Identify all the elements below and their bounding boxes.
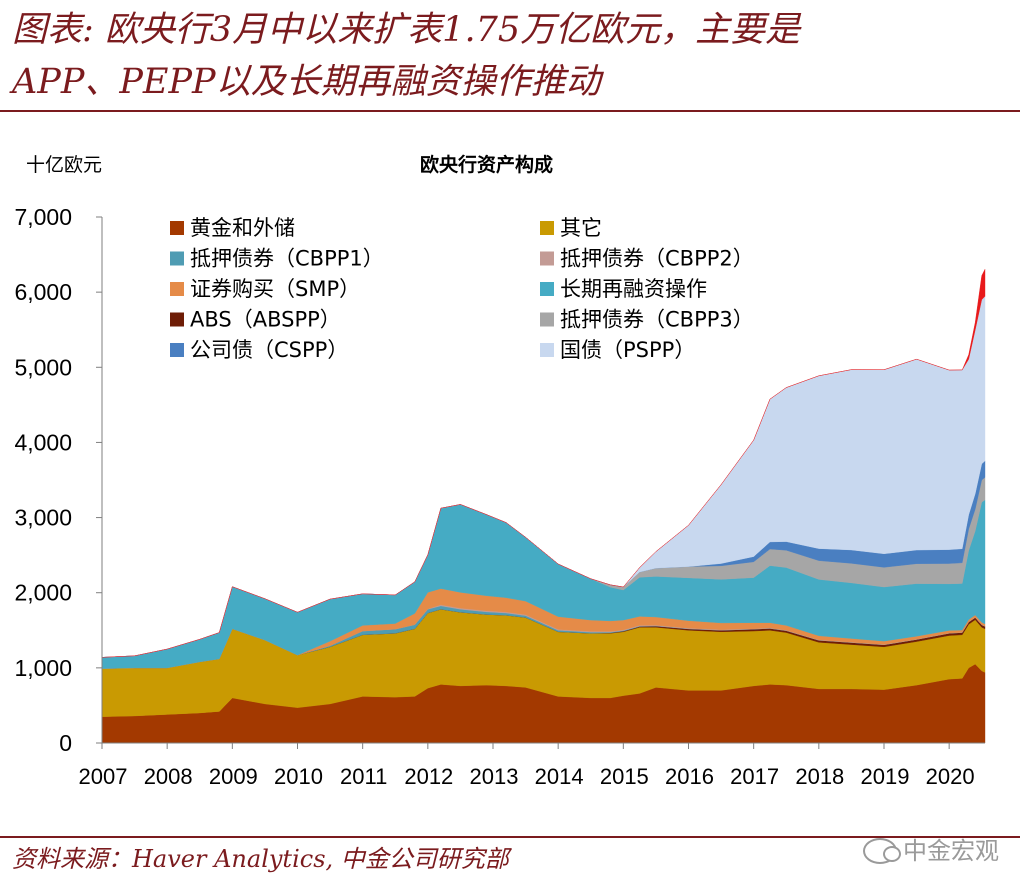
x-tick-label: 2014 (535, 764, 584, 789)
chart-title: 欧央行资产构成 (420, 154, 554, 176)
legend-label: 黄金和外储 (190, 216, 295, 240)
brand-name: 中金宏观 (903, 837, 999, 865)
legend-label: 公司债（CSPP） (190, 338, 348, 362)
legend-label: 抵押债券（CBPP2） (560, 247, 754, 271)
area-layers (101, 269, 986, 744)
y-tick-label: 0 (59, 730, 72, 756)
source-note: 资料来源：Haver Analytics, 中金公司研究部 (12, 845, 509, 873)
legend-label: 长期再融资操作 (560, 277, 707, 301)
legend-swatch (540, 282, 554, 296)
legend-label: 国债（PSPP） (560, 338, 695, 362)
legend-label: 证券购买（SMP） (190, 277, 360, 301)
area-series-10 (101, 269, 986, 658)
y-tick-label: 4,000 (14, 429, 72, 455)
legend-swatch (540, 221, 554, 235)
headline: 图表: 欧央行3月中以来扩表1.75万亿欧元，主要是 APP、PEPP以及长期再… (12, 4, 1012, 108)
legend-swatch (170, 221, 184, 235)
y-tick-label: 3,000 (14, 505, 72, 531)
x-tick-label: 2017 (730, 764, 779, 789)
x-tick-label: 2011 (340, 764, 387, 789)
legend-swatch (170, 282, 184, 296)
stacked-area-chart: 0 1,000 2,000 3,000 4,000 5,000 6,000 7,000 2007… (14, 204, 986, 789)
legend-label: 抵押债券（CBPP3） (560, 308, 754, 332)
bottom-rule (0, 836, 1020, 838)
x-tick-label: 2019 (861, 764, 910, 789)
top-rule (0, 110, 1020, 112)
legend-swatch (540, 343, 554, 357)
x-tick-label: 2015 (600, 764, 649, 789)
y-tick-label: 6,000 (14, 279, 72, 305)
x-tick-label: 2016 (665, 764, 714, 789)
x-tick-label: 2012 (404, 764, 453, 789)
x-tick-label: 2013 (470, 764, 519, 789)
legend-swatch (540, 312, 554, 327)
x-tick-label: 2007 (79, 764, 128, 789)
legend-swatch (170, 343, 184, 357)
y-tick-label: 7,000 (14, 204, 72, 230)
x-tick-label: 2018 (795, 764, 844, 789)
legend-swatch (540, 251, 554, 266)
y-tick-label: 1,000 (14, 655, 72, 681)
x-tick-label: 2008 (144, 764, 193, 789)
y-tick-label: 2,000 (14, 580, 72, 606)
legend-swatch (170, 251, 184, 266)
x-tick-label: 2010 (274, 764, 323, 789)
x-tick-label: 2009 (209, 764, 258, 789)
brand-watermark: 中金宏观 (863, 833, 999, 869)
axes: 0 1,000 2,000 3,000 4,000 5,000 6,000 7,000 2007… (14, 204, 985, 789)
legend-label: 抵押债券（CBPP1） (190, 247, 384, 271)
legend-swatch (170, 312, 184, 327)
x-tick-label: 2020 (926, 764, 975, 789)
legend-label: 其它 (560, 216, 602, 240)
wechat-icon (863, 838, 901, 864)
y-axis-unit-label: 十亿欧元 (26, 154, 103, 176)
headline-line-2: APP、PEPP以及长期再融资操作推动 (12, 62, 601, 102)
headline-line-1: 图表: 欧央行3月中以来扩表1.75万亿欧元，主要是 (12, 10, 801, 50)
legend-label: ABS（ABSPP） (190, 308, 341, 332)
y-tick-label: 5,000 (14, 354, 72, 380)
